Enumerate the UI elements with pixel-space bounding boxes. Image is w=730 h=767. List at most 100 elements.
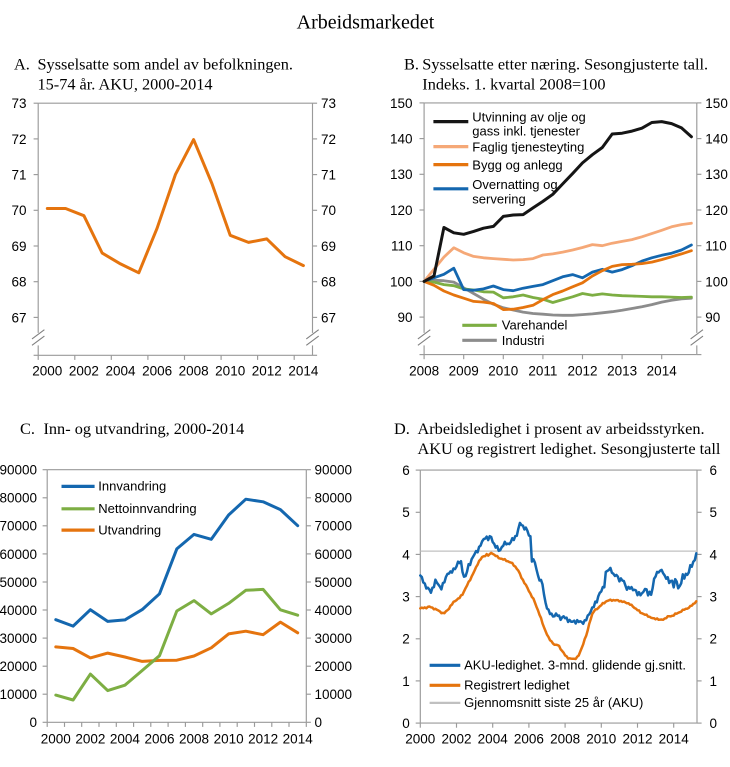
svg-text:5: 5 bbox=[402, 505, 410, 520]
svg-text:2010: 2010 bbox=[586, 731, 616, 746]
svg-text:4: 4 bbox=[710, 547, 718, 562]
svg-text:67: 67 bbox=[11, 310, 26, 325]
svg-text:5: 5 bbox=[710, 505, 718, 520]
svg-text:2004: 2004 bbox=[478, 731, 509, 746]
svg-text:2: 2 bbox=[402, 632, 410, 647]
svg-text:Overnatting og: Overnatting og bbox=[472, 177, 557, 192]
svg-text:20000: 20000 bbox=[0, 659, 37, 674]
svg-text:2008: 2008 bbox=[179, 731, 209, 746]
svg-text:0: 0 bbox=[402, 716, 410, 731]
svg-text:120: 120 bbox=[390, 203, 413, 218]
svg-text:73: 73 bbox=[321, 96, 336, 111]
svg-text:90000: 90000 bbox=[315, 463, 353, 478]
svg-text:gass inkl. tjenester: gass inkl. tjenester bbox=[472, 124, 580, 139]
svg-text:2010: 2010 bbox=[488, 364, 518, 379]
svg-text:72: 72 bbox=[11, 132, 26, 147]
svg-text:2006: 2006 bbox=[144, 731, 174, 746]
svg-text:60000: 60000 bbox=[315, 547, 353, 562]
svg-text:2014: 2014 bbox=[288, 364, 319, 379]
svg-text:2012: 2012 bbox=[248, 731, 278, 746]
svg-text:Arbeidsledighet i prosent av a: Arbeidsledighet i prosent av arbeidsstyr… bbox=[418, 419, 705, 438]
svg-text:Inn- og utvandring, 2000-2014: Inn- og utvandring, 2000-2014 bbox=[44, 419, 245, 438]
svg-text:0: 0 bbox=[29, 715, 37, 730]
svg-text:10000: 10000 bbox=[315, 687, 353, 702]
svg-text:Industri: Industri bbox=[502, 333, 545, 348]
svg-text:40000: 40000 bbox=[0, 603, 37, 618]
svg-text:71: 71 bbox=[321, 168, 336, 183]
svg-text:130: 130 bbox=[390, 167, 413, 182]
svg-text:2011: 2011 bbox=[528, 364, 557, 379]
svg-text:2013: 2013 bbox=[607, 364, 637, 379]
svg-text:10000: 10000 bbox=[0, 687, 37, 702]
svg-text:D.: D. bbox=[394, 419, 410, 438]
svg-text:40000: 40000 bbox=[315, 603, 353, 618]
svg-text:70: 70 bbox=[321, 203, 336, 218]
svg-text:2006: 2006 bbox=[514, 731, 544, 746]
svg-text:80000: 80000 bbox=[0, 491, 37, 506]
svg-text:Innvandring: Innvandring bbox=[98, 479, 166, 494]
svg-text:110: 110 bbox=[705, 239, 727, 254]
svg-text:130: 130 bbox=[705, 167, 728, 182]
svg-text:68: 68 bbox=[11, 275, 26, 290]
svg-text:3: 3 bbox=[402, 590, 410, 605]
svg-text:2008: 2008 bbox=[179, 364, 209, 379]
svg-text:Sysselsatte etter næring. Seso: Sysselsatte etter næring. Sesongjusterte… bbox=[422, 55, 708, 74]
svg-text:60000: 60000 bbox=[0, 547, 37, 562]
svg-text:100: 100 bbox=[390, 274, 413, 289]
svg-text:C.: C. bbox=[20, 419, 35, 438]
svg-text:120: 120 bbox=[705, 203, 728, 218]
svg-text:2000: 2000 bbox=[32, 364, 62, 379]
svg-text:150: 150 bbox=[705, 96, 728, 111]
svg-text:2014: 2014 bbox=[647, 364, 678, 379]
svg-text:2004: 2004 bbox=[105, 364, 136, 379]
svg-text:Faglig tjenesteyting: Faglig tjenesteyting bbox=[472, 139, 584, 154]
svg-text:70000: 70000 bbox=[315, 519, 353, 534]
svg-text:70000: 70000 bbox=[0, 519, 37, 534]
svg-text:Bygg og anlegg: Bygg og anlegg bbox=[472, 158, 562, 173]
svg-text:90: 90 bbox=[705, 310, 720, 325]
svg-text:2000: 2000 bbox=[405, 731, 435, 746]
svg-text:A.: A. bbox=[14, 55, 30, 74]
svg-text:2010: 2010 bbox=[214, 731, 244, 746]
svg-text:6: 6 bbox=[710, 463, 718, 478]
svg-text:Nettoinnvandring: Nettoinnvandring bbox=[98, 501, 196, 516]
svg-text:Gjennomsnitt siste 25 år (AKU): Gjennomsnitt siste 25 år (AKU) bbox=[464, 695, 643, 710]
svg-text:110: 110 bbox=[391, 239, 413, 254]
svg-text:Varehandel: Varehandel bbox=[502, 318, 568, 333]
svg-text:AKU og registrert ledighet. Se: AKU og registrert ledighet. Sesongjuster… bbox=[418, 439, 721, 458]
svg-text:Indeks. 1. kvartal 2008=100: Indeks. 1. kvartal 2008=100 bbox=[422, 75, 605, 94]
svg-text:69: 69 bbox=[321, 239, 336, 254]
svg-text:1: 1 bbox=[710, 674, 718, 689]
svg-text:2008: 2008 bbox=[550, 731, 580, 746]
svg-text:2002: 2002 bbox=[75, 731, 105, 746]
svg-text:90: 90 bbox=[397, 310, 412, 325]
svg-text:50000: 50000 bbox=[0, 575, 37, 590]
svg-text:servering: servering bbox=[472, 192, 525, 207]
svg-text:Utvandring: Utvandring bbox=[98, 522, 161, 537]
svg-text:1: 1 bbox=[402, 674, 410, 689]
svg-text:68: 68 bbox=[321, 275, 336, 290]
svg-text:B.: B. bbox=[404, 55, 419, 74]
svg-text:2000: 2000 bbox=[41, 731, 71, 746]
svg-text:2009: 2009 bbox=[449, 364, 479, 379]
svg-text:2014: 2014 bbox=[283, 731, 314, 746]
svg-text:Utvinning av olje og: Utvinning av olje og bbox=[472, 109, 585, 124]
svg-text:2012: 2012 bbox=[622, 731, 652, 746]
svg-text:30000: 30000 bbox=[315, 631, 353, 646]
svg-text:2004: 2004 bbox=[110, 731, 141, 746]
svg-text:100: 100 bbox=[705, 274, 728, 289]
svg-text:15-74 år. AKU, 2000-2014: 15-74 år. AKU, 2000-2014 bbox=[38, 75, 213, 94]
svg-text:2006: 2006 bbox=[142, 364, 172, 379]
svg-text:70: 70 bbox=[11, 203, 26, 218]
svg-text:2012: 2012 bbox=[567, 364, 597, 379]
svg-text:0: 0 bbox=[710, 716, 718, 731]
svg-text:90000: 90000 bbox=[0, 463, 37, 478]
svg-text:3: 3 bbox=[710, 590, 718, 605]
svg-text:72: 72 bbox=[321, 132, 336, 147]
svg-text:69: 69 bbox=[11, 239, 26, 254]
svg-text:140: 140 bbox=[705, 132, 728, 147]
svg-text:AKU-ledighet. 3-mnd. glidende: AKU-ledighet. 3-mnd. glidende gj.snitt. bbox=[464, 658, 686, 673]
svg-text:2012: 2012 bbox=[252, 364, 282, 379]
svg-text:80000: 80000 bbox=[315, 491, 353, 506]
svg-text:150: 150 bbox=[390, 96, 413, 111]
